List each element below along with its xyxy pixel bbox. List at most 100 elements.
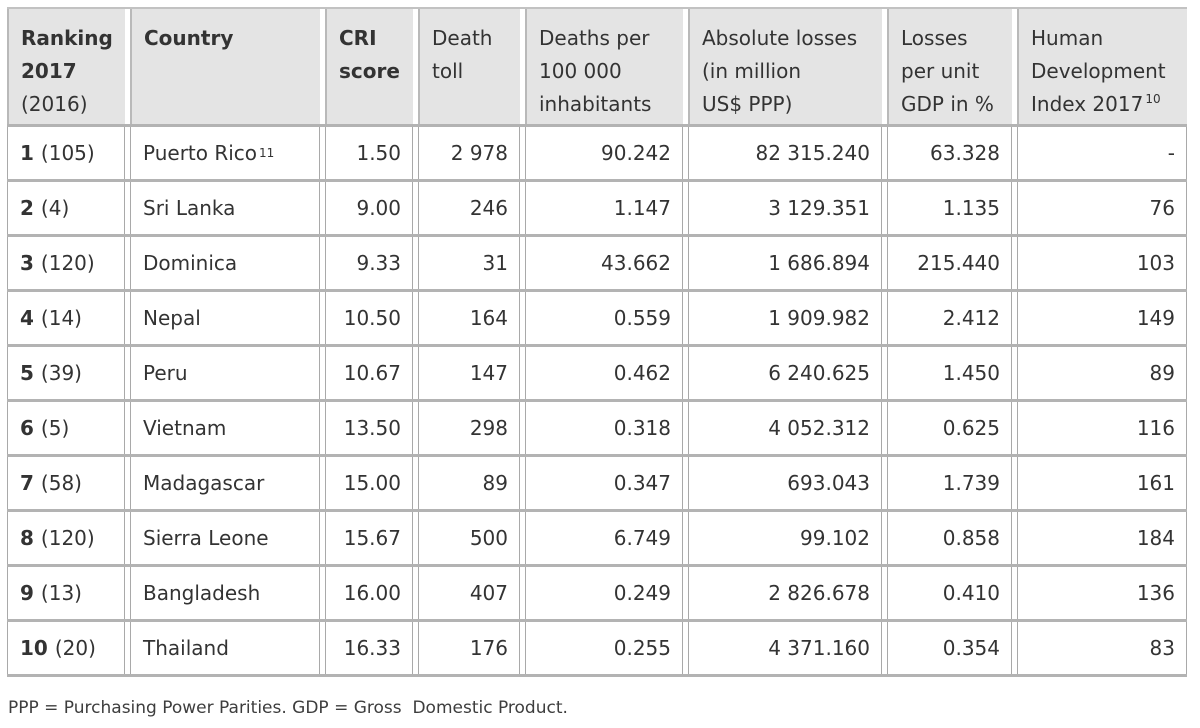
cell-ranking: 2 (4) <box>7 182 125 234</box>
country-name: Puerto Rico <box>143 141 258 165</box>
country-name: Madagascar <box>143 471 265 495</box>
cell-country: Dominica <box>130 237 320 289</box>
cell-ranking: 1 (105) <box>7 127 125 179</box>
rank-current: 4 <box>20 306 34 330</box>
column-header-country-label: Country <box>144 26 234 50</box>
cell-deaths-per-100k: 0.559 <box>525 292 683 344</box>
cell-country: Peru <box>130 347 320 399</box>
cell-country: Puerto Rico 11 <box>130 127 320 179</box>
cell-deaths-per-100k: 6.749 <box>525 512 683 564</box>
rank-previous: (105) <box>40 141 95 165</box>
table-row: 6 (5) Vietnam 13.50 298 0.318 4 052.312 … <box>7 402 1187 457</box>
table-row: 8 (120) Sierra Leone 15.67 500 6.749 99.… <box>7 512 1187 567</box>
rank-current: 7 <box>20 471 34 495</box>
cell-cri-score: 16.00 <box>325 567 413 619</box>
country-name: Vietnam <box>143 416 227 440</box>
cell-losses-per-gdp: 63.328 <box>887 127 1012 179</box>
table-row: 3 (120) Dominica 9.33 31 43.662 1 686.89… <box>7 237 1187 292</box>
cell-deaths-per-100k: 0.249 <box>525 567 683 619</box>
rank-current: 10 <box>20 636 48 660</box>
cell-country: Thailand <box>130 622 320 674</box>
cell-absolute-losses: 6 240.625 <box>688 347 882 399</box>
table-row: 2 (4) Sri Lanka 9.00 246 1.147 3 129.351… <box>7 182 1187 237</box>
country-name: Bangladesh <box>143 581 261 605</box>
cell-country: Bangladesh <box>130 567 320 619</box>
cell-cri-score: 10.50 <box>325 292 413 344</box>
cell-country: Sierra Leone <box>130 512 320 564</box>
cell-hdi: - <box>1017 127 1187 179</box>
cell-deaths-per-100k: 1.147 <box>525 182 683 234</box>
rank-previous: (20) <box>54 636 96 660</box>
cell-hdi: 89 <box>1017 347 1187 399</box>
rank-previous: (120) <box>40 526 95 550</box>
cell-absolute-losses: 3 129.351 <box>688 182 882 234</box>
country-name: Sierra Leone <box>143 526 269 550</box>
column-header-death-toll-label: Death toll <box>432 26 493 83</box>
cell-ranking: 6 (5) <box>7 402 125 454</box>
cell-losses-per-gdp: 0.858 <box>887 512 1012 564</box>
cell-absolute-losses: 1 909.982 <box>688 292 882 344</box>
rank-previous: (13) <box>40 581 82 605</box>
rank-previous: (58) <box>40 471 82 495</box>
cell-cri-score: 9.00 <box>325 182 413 234</box>
rank-previous: (120) <box>40 251 95 275</box>
cell-death-toll: 147 <box>418 347 520 399</box>
cell-death-toll: 500 <box>418 512 520 564</box>
table-row: 5 (39) Peru 10.67 147 0.462 6 240.625 1.… <box>7 347 1187 402</box>
cell-absolute-losses: 2 826.678 <box>688 567 882 619</box>
rank-current: 3 <box>20 251 34 275</box>
cell-hdi: 103 <box>1017 237 1187 289</box>
cell-cri-score: 15.00 <box>325 457 413 509</box>
column-header-hdi: Human Development Index 2017 10 <box>1017 9 1187 124</box>
column-header-cri-score-label: CRI score <box>339 26 400 83</box>
country-name: Sri Lanka <box>143 196 236 220</box>
cell-losses-per-gdp: 0.410 <box>887 567 1012 619</box>
cell-hdi: 161 <box>1017 457 1187 509</box>
cell-deaths-per-100k: 90.242 <box>525 127 683 179</box>
cell-ranking: 7 (58) <box>7 457 125 509</box>
cell-absolute-losses: 99.102 <box>688 512 882 564</box>
column-header-cri-score: CRI score <box>325 9 413 124</box>
column-header-country: Country <box>130 9 320 124</box>
rank-current: 9 <box>20 581 34 605</box>
cell-losses-per-gdp: 0.354 <box>887 622 1012 674</box>
country-name: Thailand <box>143 636 229 660</box>
cell-hdi: 136 <box>1017 567 1187 619</box>
cell-hdi: 83 <box>1017 622 1187 674</box>
cell-death-toll: 407 <box>418 567 520 619</box>
cell-cri-score: 1.50 <box>325 127 413 179</box>
cell-deaths-per-100k: 0.318 <box>525 402 683 454</box>
cell-losses-per-gdp: 0.625 <box>887 402 1012 454</box>
cell-deaths-per-100k: 0.255 <box>525 622 683 674</box>
table-header-row: Ranking 2017 (2016) Country CRI score De… <box>7 7 1187 127</box>
cell-hdi: 116 <box>1017 402 1187 454</box>
column-header-losses-per-gdp: Losses per unit GDP in % <box>887 9 1012 124</box>
rank-previous: (14) <box>40 306 82 330</box>
cell-country: Nepal <box>130 292 320 344</box>
column-header-absolute-losses-label: Absolute losses (in million US$ PPP) <box>702 26 858 116</box>
cell-deaths-per-100k: 43.662 <box>525 237 683 289</box>
cell-country: Sri Lanka <box>130 182 320 234</box>
country-name: Peru <box>143 361 188 385</box>
cell-deaths-per-100k: 0.462 <box>525 347 683 399</box>
cell-death-toll: 164 <box>418 292 520 344</box>
column-header-death-toll: Death toll <box>418 9 520 124</box>
cell-cri-score: 16.33 <box>325 622 413 674</box>
column-header-losses-per-gdp-label: Losses per unit GDP in % <box>901 26 994 116</box>
table-row: 9 (13) Bangladesh 16.00 407 0.249 2 826.… <box>7 567 1187 622</box>
table-row: 10 (20) Thailand 16.33 176 0.255 4 371.1… <box>7 622 1187 677</box>
column-header-ranking-sub: (2016) <box>21 92 88 116</box>
cell-ranking: 4 (14) <box>7 292 125 344</box>
rank-current: 8 <box>20 526 34 550</box>
column-header-absolute-losses: Absolute losses (in million US$ PPP) <box>688 9 882 124</box>
country-name: Dominica <box>143 251 238 275</box>
cell-deaths-per-100k: 0.347 <box>525 457 683 509</box>
cell-death-toll: 2 978 <box>418 127 520 179</box>
column-header-ranking-label: Ranking 2017 <box>21 26 113 83</box>
cell-cri-score: 9.33 <box>325 237 413 289</box>
column-header-ranking: Ranking 2017 (2016) <box>7 9 125 124</box>
cell-death-toll: 246 <box>418 182 520 234</box>
cell-absolute-losses: 4 371.160 <box>688 622 882 674</box>
rank-current: 6 <box>20 416 34 440</box>
